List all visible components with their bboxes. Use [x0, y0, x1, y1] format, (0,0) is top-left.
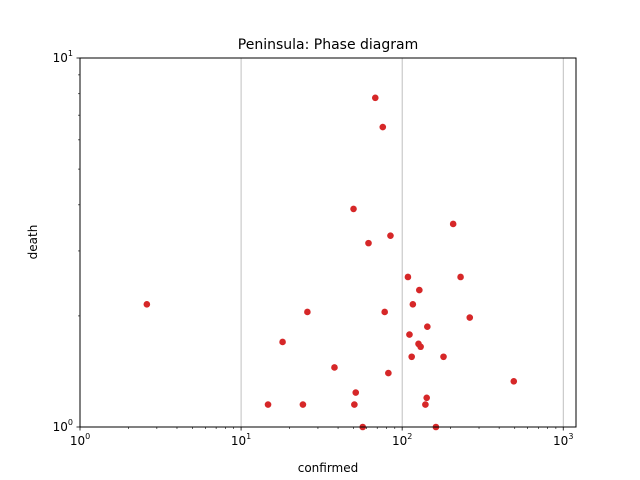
chart-title: Peninsula: Phase diagram	[238, 37, 418, 53]
axis-ticks: 100 101 102 103 100 101	[53, 49, 574, 448]
scatter-point	[143, 301, 151, 308]
scatter-point	[466, 314, 474, 321]
scatter-point	[299, 401, 307, 408]
scatter-point	[440, 353, 447, 361]
scatter-point	[264, 401, 272, 408]
scatter-point	[365, 239, 372, 247]
grid-lines	[240, 58, 564, 427]
x-tick-label: 103	[553, 432, 573, 448]
scatter-point	[406, 331, 413, 338]
scatter-point	[350, 205, 357, 213]
y-axis-label: death	[26, 225, 40, 260]
scatter-point	[304, 308, 311, 316]
scatter-point	[510, 377, 518, 385]
scatter-point	[404, 273, 412, 281]
y-tick-label: 101	[53, 49, 73, 65]
scatter-point	[416, 286, 423, 294]
scatter-point	[385, 369, 392, 377]
scatter-point	[371, 94, 379, 102]
scatter-point	[457, 273, 464, 281]
scatter-point	[423, 394, 430, 402]
scatter-point	[387, 232, 394, 239]
scatter-point	[408, 353, 415, 361]
scatter-point	[417, 343, 424, 351]
data-points	[143, 94, 518, 431]
scatter-point	[331, 364, 338, 371]
plot-frame	[79, 57, 577, 428]
scatter-point	[279, 338, 286, 346]
scatter-point	[409, 301, 417, 308]
scatter-point	[379, 123, 387, 131]
scatter-point	[351, 401, 358, 408]
scatter-point	[449, 220, 457, 228]
scatter-point	[381, 308, 388, 316]
scatter-point	[352, 389, 360, 396]
scatter-point	[422, 401, 429, 408]
x-axis-label: confirmed	[298, 461, 359, 475]
x-tick-label: 101	[231, 432, 251, 448]
scatter-point	[424, 323, 431, 330]
x-tick-label: 100	[70, 432, 90, 448]
x-tick-label: 102	[392, 432, 412, 448]
y-tick-label: 100	[53, 418, 73, 434]
